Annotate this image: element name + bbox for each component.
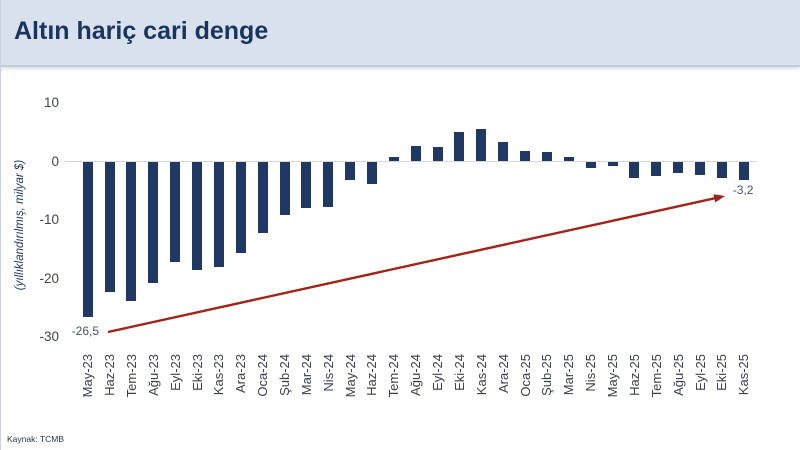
x-label-Eyl-23: Eyl-23 xyxy=(167,354,183,391)
bar-Tem-24 xyxy=(388,156,399,162)
x-label-Oca-24: Oca-24 xyxy=(255,354,271,397)
x-label-Eyl-25: Eyl-25 xyxy=(692,354,708,391)
x-label-Şub-24: Şub-24 xyxy=(277,354,292,396)
x-label-Ağu-23: Ağu-23 xyxy=(145,354,161,396)
bar-Haz-25 xyxy=(629,161,640,179)
value-label-May-23: -26,5 xyxy=(71,323,100,338)
x-label-Nis-24: Nis-24 xyxy=(320,354,336,392)
x-label-Tem-25: Tem-25 xyxy=(648,354,664,398)
y-tick-label: 0 xyxy=(51,153,59,169)
x-label-Kas-25: Kas-25 xyxy=(736,354,752,396)
y-axis-title: (yıllıklandırılmış, milyar $) xyxy=(14,159,26,291)
bar-Nis-24 xyxy=(323,161,334,207)
bar-May-25 xyxy=(607,161,618,166)
bar-May-23 xyxy=(82,161,93,317)
bar-Eyl-25 xyxy=(695,161,705,175)
bar-Kas-24 xyxy=(476,128,487,162)
x-label-Oca-25: Oca-25 xyxy=(517,354,533,397)
bar-Tem-25 xyxy=(651,161,662,176)
x-label-Şub-25: Şub-25 xyxy=(539,354,555,396)
bar-Eyl-24 xyxy=(432,147,443,162)
value-label-Kas-25: -3,2 xyxy=(732,183,754,198)
y-tick-label: -30 xyxy=(39,329,59,344)
bar-Haz-23 xyxy=(104,161,115,292)
x-label-Haz-23: Haz-23 xyxy=(102,354,118,396)
bar-Nis-25 xyxy=(585,161,596,168)
bar-Ağu-25 xyxy=(673,161,684,174)
bar-Oca-24 xyxy=(257,161,268,233)
y-tick-label: -20 xyxy=(39,270,59,286)
bar-Ağu-24 xyxy=(410,145,421,162)
x-label-Haz-24: Haz-24 xyxy=(364,354,380,396)
x-label-Eki-23: Eki-23 xyxy=(189,354,205,391)
bar-Şub-24 xyxy=(279,161,290,216)
x-label-Ara-24: Ara-24 xyxy=(495,354,511,394)
x-label-Ara-23: Ara-23 xyxy=(233,354,249,394)
bar-Eki-23 xyxy=(192,161,203,270)
x-label-Mar-25: Mar-25 xyxy=(561,354,577,396)
x-label-Kas-23: Kas-23 xyxy=(211,354,227,396)
x-label-Kas-24: Kas-24 xyxy=(473,354,489,396)
x-label-Ağu-24: Ağu-24 xyxy=(408,354,424,396)
x-label-Haz-25: Haz-25 xyxy=(626,354,642,396)
bar-Haz-24 xyxy=(366,161,377,184)
bar-Eki-24 xyxy=(454,131,465,162)
y-tick-label: 10 xyxy=(43,95,59,110)
bar-Şub-25 xyxy=(541,152,552,162)
bar-Mar-25 xyxy=(563,156,574,162)
x-label-Tem-23: Tem-23 xyxy=(123,354,139,398)
x-label-Eki-24: Eki-24 xyxy=(451,354,467,391)
bar-Ağu-23 xyxy=(148,161,159,284)
x-label-May-23: May-23 xyxy=(80,354,96,398)
bar-Kas-25 xyxy=(738,161,749,181)
slide-header: Altın hariç cari denge xyxy=(1,0,800,67)
bar-Mar-24 xyxy=(301,161,312,209)
bar-Eyl-23 xyxy=(170,161,181,263)
x-label-Tem-24: Tem-24 xyxy=(386,354,402,398)
x-label-May-25: May-25 xyxy=(605,354,621,398)
x-label-Mar-24: Mar-24 xyxy=(298,354,314,396)
source-note: Kaynak: TCMB xyxy=(7,434,65,444)
x-label-Nis-25: Nis-25 xyxy=(583,354,599,392)
bar-Kas-23 xyxy=(213,161,224,268)
bar-Ara-23 xyxy=(235,161,246,254)
bar-May-24 xyxy=(345,161,356,180)
bar-Oca-25 xyxy=(520,150,531,162)
zero-axis-line xyxy=(65,161,757,162)
x-label-Eki-25: Eki-25 xyxy=(714,354,730,391)
bar-Tem-23 xyxy=(126,161,137,302)
bar-Eki-25 xyxy=(716,161,727,178)
x-label-May-24: May-24 xyxy=(342,354,358,398)
bar-Ara-24 xyxy=(498,141,509,162)
x-label-Ağu-25: Ağu-25 xyxy=(670,354,686,396)
y-tick-label: -10 xyxy=(39,212,59,227)
x-label-Eyl-24: Eyl-24 xyxy=(430,354,446,391)
page-title: Altın hariç cari denge xyxy=(14,17,269,45)
